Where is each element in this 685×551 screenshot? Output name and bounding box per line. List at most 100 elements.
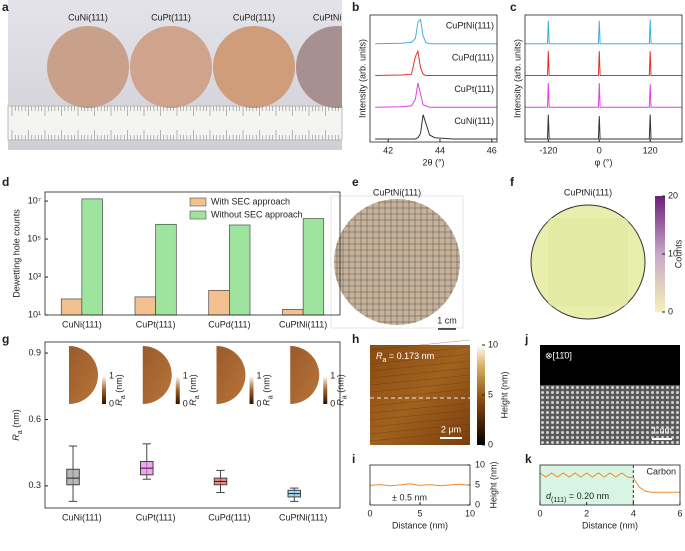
inset-colorbar-label: 1 [109, 370, 114, 380]
composite-label: Ra (nm) [188, 374, 201, 405]
shade [540, 465, 634, 505]
colorbar-tick-label: 0 [488, 439, 493, 449]
panel-letter: h [352, 332, 359, 346]
y-tick-label: 0.9 [28, 347, 41, 357]
roughness-label: Ra = 0.173 nm [376, 351, 434, 364]
scale-bar-label: 1 nm [652, 425, 672, 435]
grid-frame [330, 195, 464, 329]
unit: = 0.20 nm [566, 491, 609, 501]
x-tick-label: 2 [584, 508, 589, 518]
ruler [7, 105, 343, 141]
trace-label: CuNi(111) [454, 116, 494, 126]
sample-label: CuPd(111) [233, 12, 275, 22]
composite-label: Ra (nm) [336, 374, 349, 405]
annotation: ± 0.5 nm [392, 492, 427, 502]
inset-wafer [142, 346, 172, 404]
composite-label: Ra (nm) [114, 374, 127, 405]
inset-wafer [216, 346, 246, 404]
x-axis-label: Distance (nm) [582, 520, 638, 530]
bar [60, 298, 83, 316]
inset-colorbar [323, 376, 328, 404]
streak [369, 367, 471, 379]
subscript: a [17, 430, 24, 434]
colorbar-tick-label: 20 [668, 190, 678, 200]
streak [369, 374, 471, 386]
x-tick-label: 0 [537, 508, 542, 518]
x-tick-label: 0 [367, 508, 372, 518]
unit: (nm) [262, 374, 272, 395]
symbol: R [114, 399, 124, 406]
symbol: R [11, 434, 21, 441]
colorbar-tick-label: 10 [488, 339, 498, 349]
tem-lattice [540, 385, 680, 445]
panel-letter: c [510, 0, 517, 14]
streak [369, 381, 471, 393]
streak [369, 353, 471, 365]
x-axis-label: 2θ (°) [422, 157, 444, 167]
wafer-title: CuPtNi(111) [373, 187, 421, 197]
trace-label: CuPtNi(111) [446, 21, 494, 31]
y-tick-label: 10¹ [28, 309, 41, 319]
inset-colorbar [249, 376, 254, 404]
trace [525, 19, 682, 45]
y-tick-label: 0.3 [28, 480, 41, 490]
scale-bar-label: 2 μm [441, 424, 461, 434]
trace [525, 51, 682, 76]
axes-frame [369, 464, 471, 506]
wafer [130, 26, 212, 108]
wafer [47, 26, 129, 108]
legend-label: Without SEC approach [211, 209, 303, 219]
x-tick-label: CuPtNi(111) [279, 319, 327, 329]
inset-colorbar-label: 0 [330, 398, 335, 408]
x-tick-label: 6 [677, 508, 682, 518]
trace-label: CuPt(111) [454, 84, 494, 94]
inset-wafer [290, 346, 320, 404]
x-tick-label: CuPd(111) [208, 512, 250, 522]
streak [369, 402, 471, 414]
legend-swatch [189, 197, 207, 207]
afm-image [370, 345, 470, 445]
streak [369, 339, 471, 351]
wafer-grid-panel [330, 195, 464, 329]
wafer [213, 26, 295, 108]
symbol: R [262, 399, 272, 406]
colorbar [477, 345, 485, 445]
zone-axis: ⊗[11̄0] [545, 350, 572, 360]
inset-colorbar-label: 1 [257, 370, 262, 380]
streak [369, 346, 471, 358]
sample-label: CuPtNi(111) [313, 12, 361, 22]
heatmap-cells [548, 218, 628, 306]
y-axis-label: Intensity (arb. units) [512, 39, 522, 118]
x-tick-label: CuNi(111) [62, 512, 102, 522]
x-tick-label: CuPt(111) [136, 319, 176, 329]
x-axis-label: φ (°) [595, 157, 613, 167]
axes-frame [44, 341, 341, 509]
colorbar-label: Height (nm) [499, 371, 509, 418]
colorbar-tick-label: 5 [488, 389, 493, 399]
inset-colorbar [102, 376, 106, 404]
symbol: d [546, 491, 552, 501]
trace [369, 483, 471, 487]
streak [369, 395, 471, 407]
unit: (nm) [11, 409, 21, 430]
inset-colorbar-label: 0 [183, 398, 188, 408]
y-tick-label: 0.6 [28, 414, 41, 424]
x-tick-label: 42 [383, 145, 393, 155]
box [66, 468, 80, 486]
y-tick-label: 0 [475, 499, 480, 509]
x-tick-label: CuPt(111) [136, 512, 176, 522]
x-axis-label: Distance (nm) [392, 520, 448, 530]
y-tick-label: 10⁷ [28, 195, 41, 205]
trace [375, 114, 497, 140]
y-axis-label: Height (nm) [488, 461, 498, 508]
trace [375, 49, 497, 76]
trace [375, 18, 497, 45]
annotation: Carbon [646, 466, 676, 476]
x-tick-label: 10 [465, 508, 475, 518]
inset-wafer [69, 346, 98, 404]
trace [375, 82, 497, 108]
colorbar-tick-label: 10 [668, 248, 678, 258]
panel-letter: j [524, 332, 528, 346]
photo-panel: CuNi(111) CuPt(111) CuPd(111) CuPtNi(111) [7, 0, 361, 150]
